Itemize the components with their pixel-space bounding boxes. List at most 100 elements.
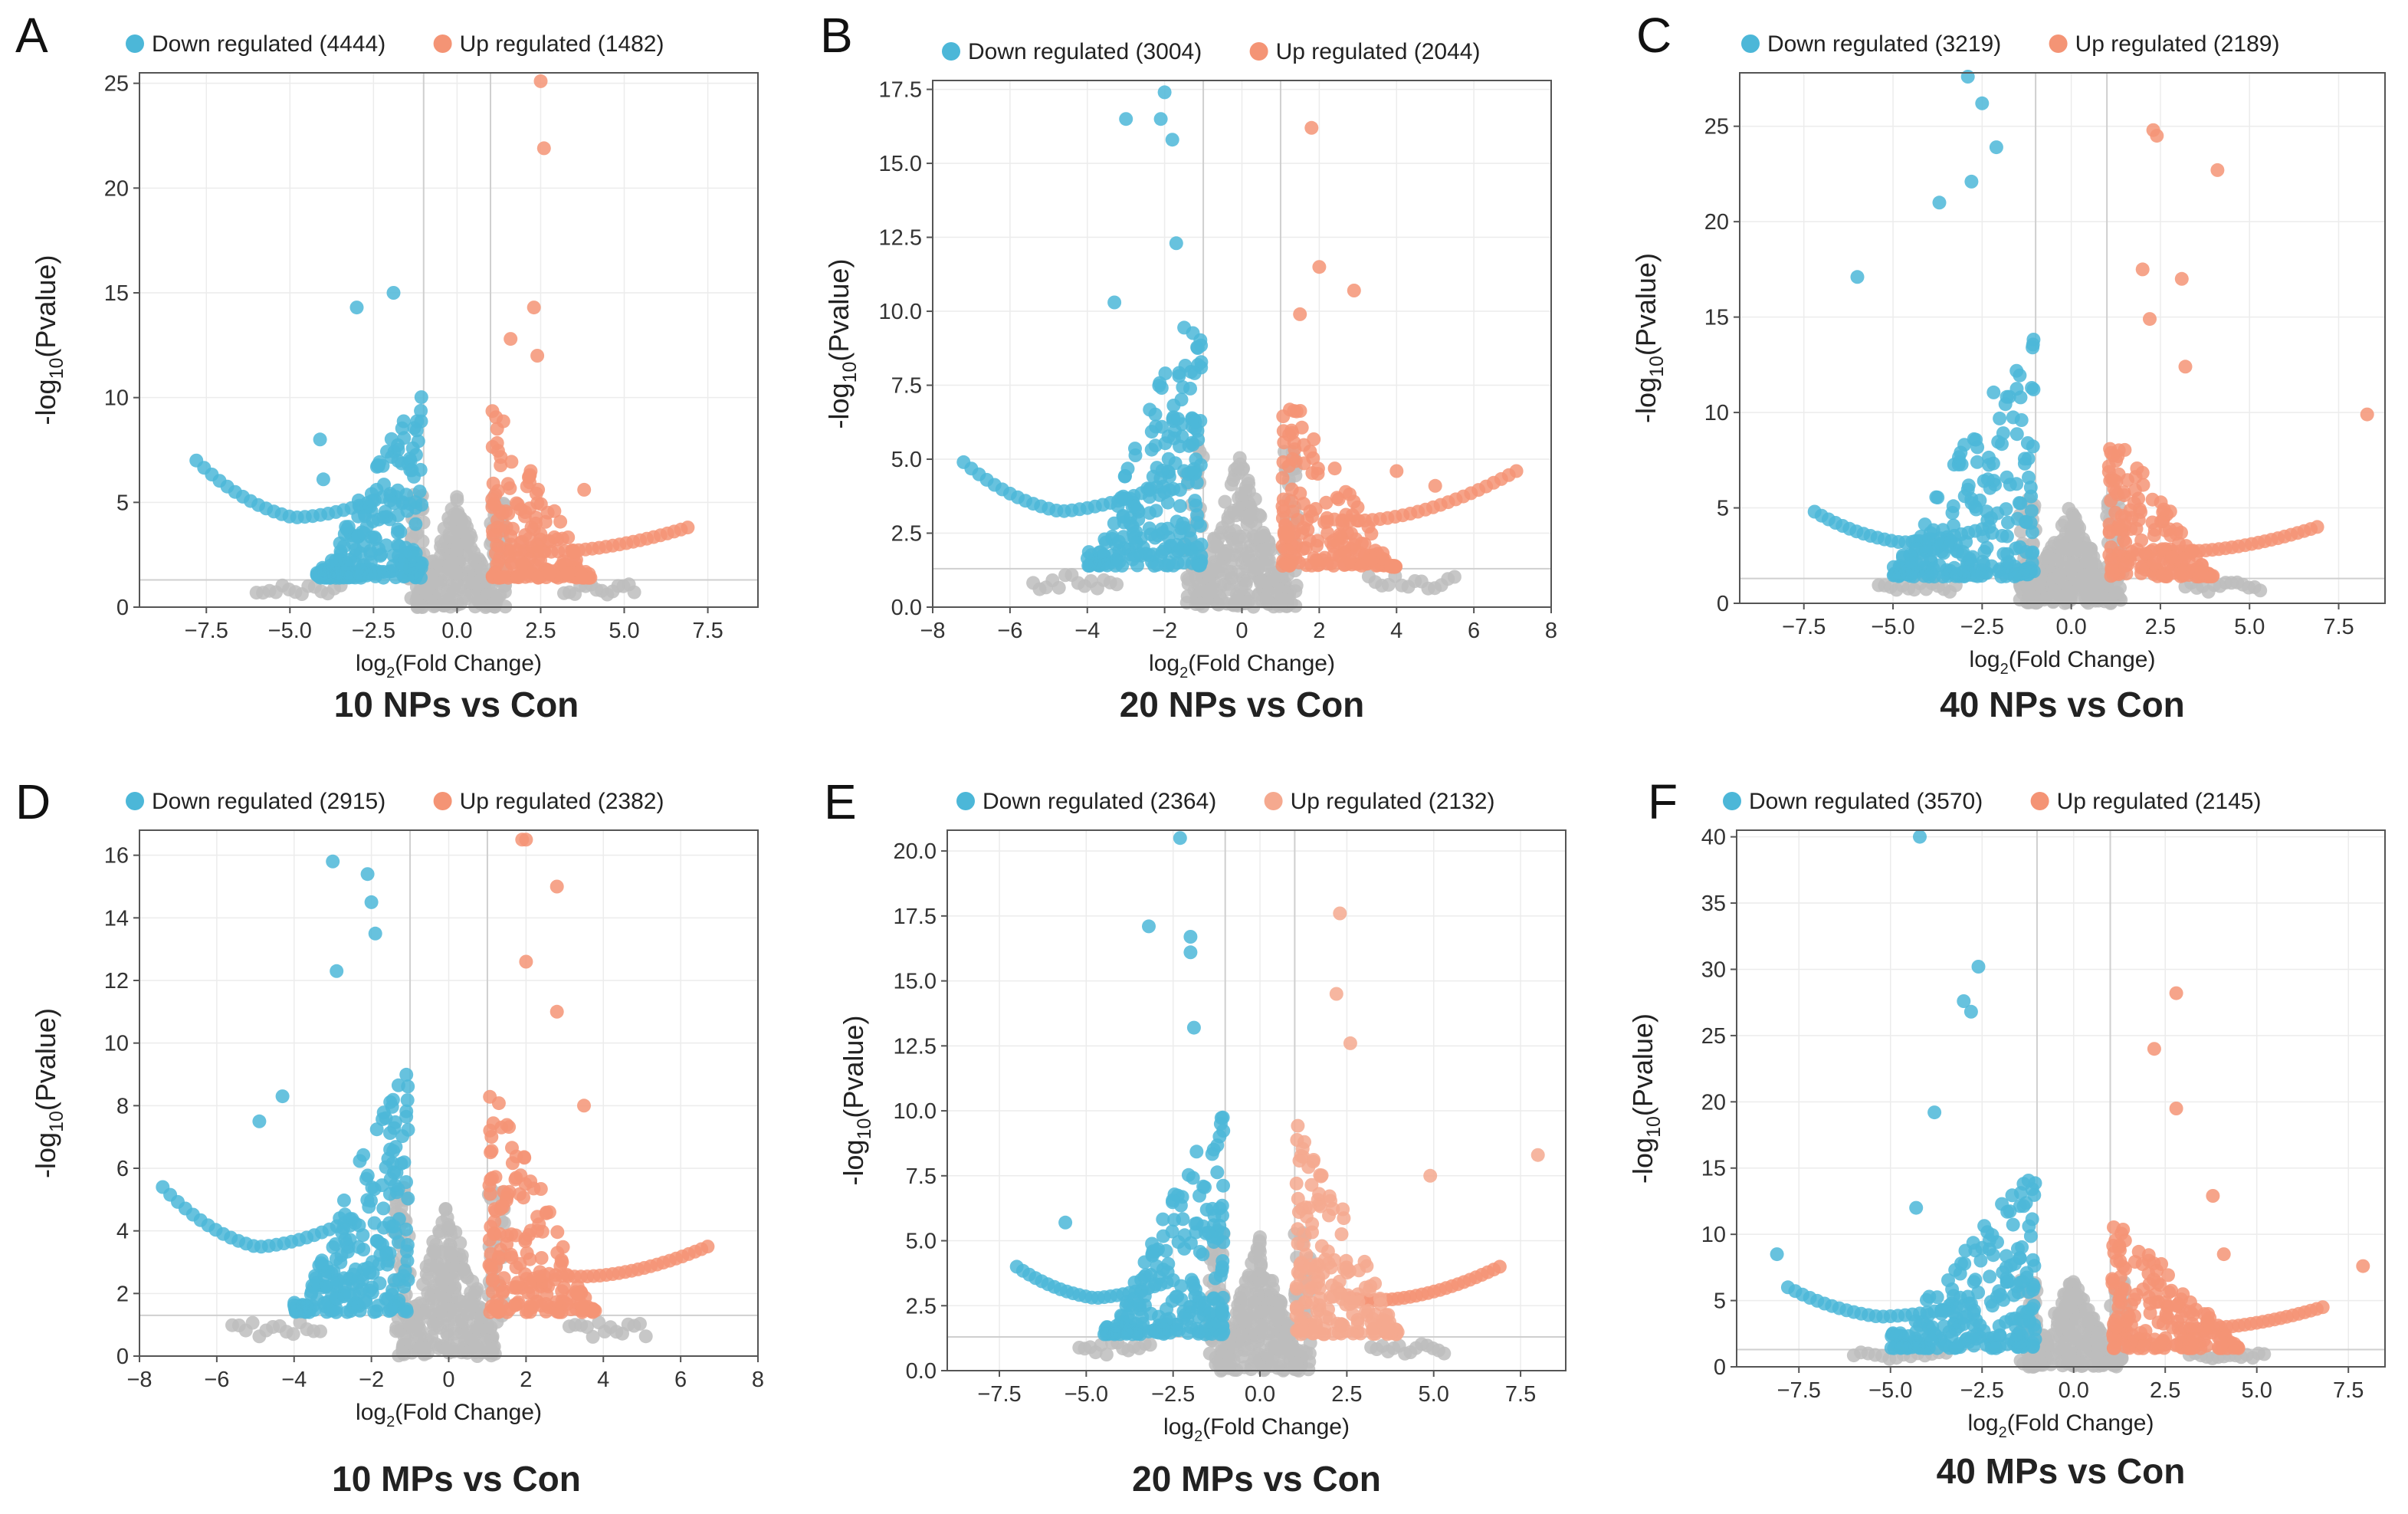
point-down bbox=[1176, 1310, 1191, 1325]
panel-caption: 40 NPs vs Con bbox=[1940, 685, 2185, 724]
point-up bbox=[520, 1303, 535, 1318]
point-up bbox=[488, 488, 503, 502]
x-tick-label: −8 bbox=[126, 1368, 152, 1392]
point-down bbox=[1120, 1309, 1135, 1323]
point-ns bbox=[444, 1302, 458, 1317]
point-down bbox=[1925, 542, 1940, 557]
point-down bbox=[1186, 1020, 1201, 1035]
y-tick-label: 20.0 bbox=[894, 839, 937, 864]
point-down bbox=[363, 547, 378, 561]
point-up bbox=[1293, 307, 1307, 321]
point-ns bbox=[445, 553, 460, 568]
point-down bbox=[2000, 547, 2015, 561]
point-up bbox=[519, 833, 533, 847]
point-up bbox=[560, 566, 575, 580]
point-down bbox=[1199, 1319, 1213, 1333]
point-down bbox=[399, 1222, 413, 1236]
point-up bbox=[519, 954, 533, 969]
point-up bbox=[1339, 507, 1353, 522]
point-down bbox=[1154, 381, 1169, 395]
x-tick-label: 4 bbox=[1390, 619, 1402, 643]
point-down bbox=[401, 1191, 415, 1206]
point-down bbox=[2008, 567, 2023, 581]
point-down bbox=[387, 1219, 401, 1233]
point-up bbox=[2130, 461, 2144, 475]
data-points bbox=[1770, 829, 2370, 1374]
point-down bbox=[370, 1233, 385, 1248]
point-up bbox=[1307, 432, 1321, 446]
point-down bbox=[1216, 1309, 1231, 1323]
point-up bbox=[1362, 1283, 1376, 1298]
point-ns bbox=[450, 1336, 464, 1351]
point-up bbox=[1301, 1261, 1316, 1276]
point-ns bbox=[1240, 1298, 1255, 1312]
point-up bbox=[561, 530, 576, 544]
point-up bbox=[497, 1271, 511, 1286]
plot-frame bbox=[946, 829, 1567, 1371]
point-down bbox=[2009, 427, 2024, 442]
point-up bbox=[2360, 407, 2374, 422]
point-up bbox=[484, 1144, 499, 1158]
point-ns bbox=[313, 1324, 327, 1338]
legend-label-1: Up regulated (2189) bbox=[2075, 31, 2280, 57]
point-down bbox=[1977, 474, 1991, 488]
point-down bbox=[1128, 535, 1143, 550]
point-ns bbox=[2059, 1313, 2073, 1328]
point-down bbox=[1150, 557, 1165, 572]
y-tick-label: 20 bbox=[1704, 210, 1729, 235]
y-tick-label: 16 bbox=[104, 844, 129, 869]
point-down bbox=[2023, 516, 2038, 530]
legend-marker-1 bbox=[1264, 792, 1283, 810]
point-down bbox=[1213, 1269, 1228, 1283]
point-ns bbox=[2052, 570, 2066, 585]
point-up bbox=[483, 1123, 497, 1138]
point-ns bbox=[452, 582, 467, 596]
point-ns bbox=[414, 580, 428, 595]
legend-marker-0 bbox=[1723, 792, 1741, 810]
point-down bbox=[2000, 470, 2014, 484]
point-up bbox=[1304, 1177, 1319, 1192]
legend-label-0: Down regulated (2364) bbox=[983, 789, 1216, 814]
x-tick-label: 0 bbox=[1235, 619, 1248, 643]
point-down bbox=[1964, 174, 1979, 189]
point-down bbox=[333, 536, 347, 550]
point-ns bbox=[477, 1332, 491, 1347]
point-ns bbox=[1277, 593, 1291, 607]
point-up bbox=[1276, 455, 1291, 469]
y-axis: 0.02.55.07.510.012.515.017.5 bbox=[879, 78, 933, 620]
point-ns bbox=[1265, 1357, 1280, 1371]
point-down bbox=[1176, 380, 1190, 395]
point-up bbox=[1350, 500, 1365, 514]
point-up bbox=[550, 1004, 564, 1019]
point-ns bbox=[1254, 574, 1268, 588]
point-up bbox=[2118, 442, 2132, 457]
point-ns bbox=[2078, 568, 2091, 583]
point-up bbox=[2155, 568, 2170, 583]
y-tick-label: 12 bbox=[104, 969, 129, 993]
point-up bbox=[553, 514, 568, 529]
point-up bbox=[1330, 491, 1344, 505]
point-up bbox=[1319, 495, 1334, 510]
y-tick-label: 17.5 bbox=[894, 905, 937, 929]
point-down bbox=[1910, 557, 1924, 571]
plot-frame bbox=[1739, 72, 2386, 604]
point-ns bbox=[2089, 568, 2103, 583]
point-down bbox=[380, 1257, 395, 1272]
point-ns bbox=[592, 1315, 606, 1330]
point-down bbox=[1108, 558, 1123, 573]
point-ns bbox=[562, 1319, 576, 1334]
point-down bbox=[333, 1211, 347, 1226]
panel-caption: 20 MPs vs Con bbox=[1132, 1459, 1381, 1499]
point-down bbox=[1145, 1236, 1160, 1251]
point-up bbox=[494, 458, 508, 472]
volcano-panel-d: D Down regulated (2915) Up regulated (2382… bbox=[15, 774, 764, 1499]
point-down bbox=[1098, 535, 1113, 550]
y-tick-label: 25 bbox=[104, 72, 129, 97]
point-up bbox=[574, 1297, 588, 1311]
data-points bbox=[156, 833, 715, 1363]
legend: Down regulated (3004) Up regulated (2044) bbox=[942, 39, 1480, 64]
point-down bbox=[1170, 537, 1184, 552]
point-up bbox=[586, 1305, 600, 1319]
point-down bbox=[1969, 432, 1983, 447]
point-up bbox=[2105, 561, 2119, 575]
